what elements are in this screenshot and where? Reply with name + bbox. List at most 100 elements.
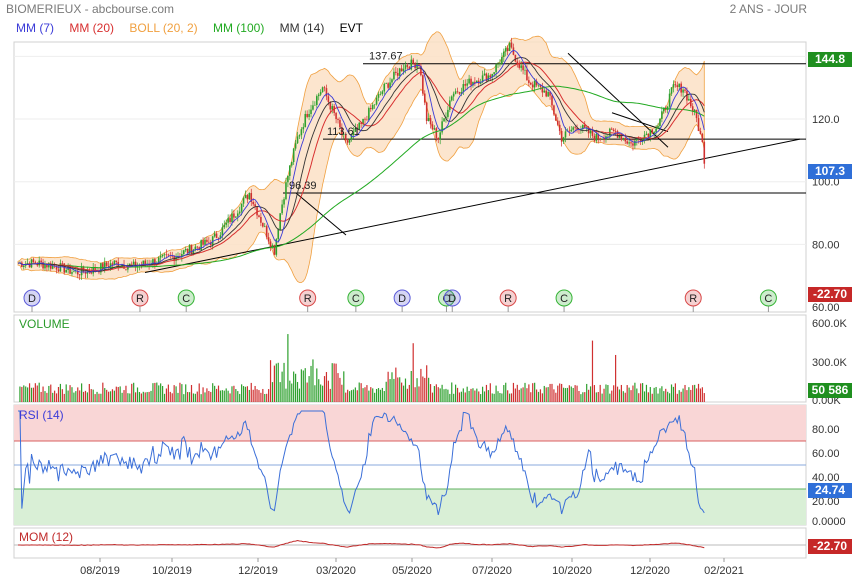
volume-bar [279,382,281,402]
volume-bar [555,392,557,402]
volume-bar [443,389,445,402]
volume-bar [655,386,657,402]
rsi-path [18,410,705,516]
volume-bar [289,380,291,402]
candle-body [564,131,567,138]
candle-body [252,201,254,205]
candle-body [460,92,463,94]
price-y-tick: 120.0 [812,114,840,126]
volume-bar [198,383,200,402]
volume-bar [32,387,35,402]
volume-bar [115,386,117,402]
candle-body [614,131,617,132]
candle-body [346,140,349,143]
volume-bar [426,365,428,402]
candle-body [105,262,108,266]
volume-panel-label: VOLUME [19,317,70,331]
volume-bar [553,389,555,402]
volume-bar [697,383,700,402]
candle-body [51,265,54,269]
candle-body [134,261,137,268]
volume-bar [271,382,274,402]
candle-body [431,124,434,130]
rsi-zones [14,405,806,525]
volume-bar [214,385,216,402]
volume-bar [640,383,642,402]
volume-bar [160,383,162,402]
volume-bar [34,383,36,402]
volume-bar [570,386,572,402]
volume-bar [138,391,141,402]
volume-bar [333,363,335,402]
event-marker [393,289,411,307]
candle-body [404,65,407,69]
candle-body [503,51,505,57]
volume-bar [514,388,516,402]
candle-body [306,113,308,117]
candle-body [464,84,467,86]
volume-bar [183,394,185,402]
volume-bar [682,388,684,402]
candle-body [80,266,83,276]
legend-ma100[interactable]: MM (100) [212,21,265,35]
candle-body [393,71,395,80]
event-markers: D R C R C D CD R C R C [23,289,777,312]
trend-lines [144,52,806,274]
candle-body [159,256,162,258]
candle-body [103,262,106,270]
legend-ma7[interactable]: MM (7) [16,21,54,35]
volume-bar [125,385,127,402]
candle-body [406,65,409,67]
volume-bar [451,382,453,402]
candle-body [485,73,488,82]
candle-body [111,263,114,265]
candle-body [651,129,654,134]
volume-bar [50,384,52,402]
candle-body [524,69,526,71]
candle-body [157,257,160,263]
candle-body [285,182,287,200]
volume-bar [136,387,139,402]
candle-body [321,87,324,93]
candle-body [663,107,665,112]
volume-bar [104,388,106,402]
candle-body [416,64,418,69]
candle-body [348,139,351,143]
candle-body [109,263,112,268]
legend-ma20[interactable]: MM (20) [69,21,115,35]
volume-bar [653,387,655,402]
event-marker [23,289,41,307]
candle-body [125,268,127,270]
legend-boll[interactable]: BOLL (20, 2) [129,21,198,35]
volume-bar [439,388,441,402]
volume-bar [684,384,686,402]
candle-body [53,265,56,267]
candle-body [366,119,368,121]
volume-bar [618,389,621,402]
volume-bar [466,386,468,402]
candle-body [211,236,214,245]
candle-body [339,119,341,128]
volume-bar [481,386,484,402]
candle-body [562,137,565,142]
volume-bar [460,391,462,402]
candle-body [587,127,590,134]
volume-bar [48,385,50,402]
volume-bar [485,384,488,402]
candle-body [670,87,673,94]
legend-ma14[interactable]: MM (14) [279,21,325,35]
panel-frame-1 [13,314,807,403]
volume-bar [576,385,578,402]
legend-evt[interactable]: EVT [339,21,364,35]
downtrend-line-3 [295,192,347,236]
candle-body [61,263,64,264]
volume-bar [293,371,295,402]
volume-bar [21,386,23,402]
volume-bar [597,392,599,402]
volume-bar [524,382,526,402]
candle-body [352,131,355,136]
volume-bar [127,393,129,402]
volume-bar [123,390,125,402]
candle-body [22,265,25,267]
candle-body [289,165,291,176]
